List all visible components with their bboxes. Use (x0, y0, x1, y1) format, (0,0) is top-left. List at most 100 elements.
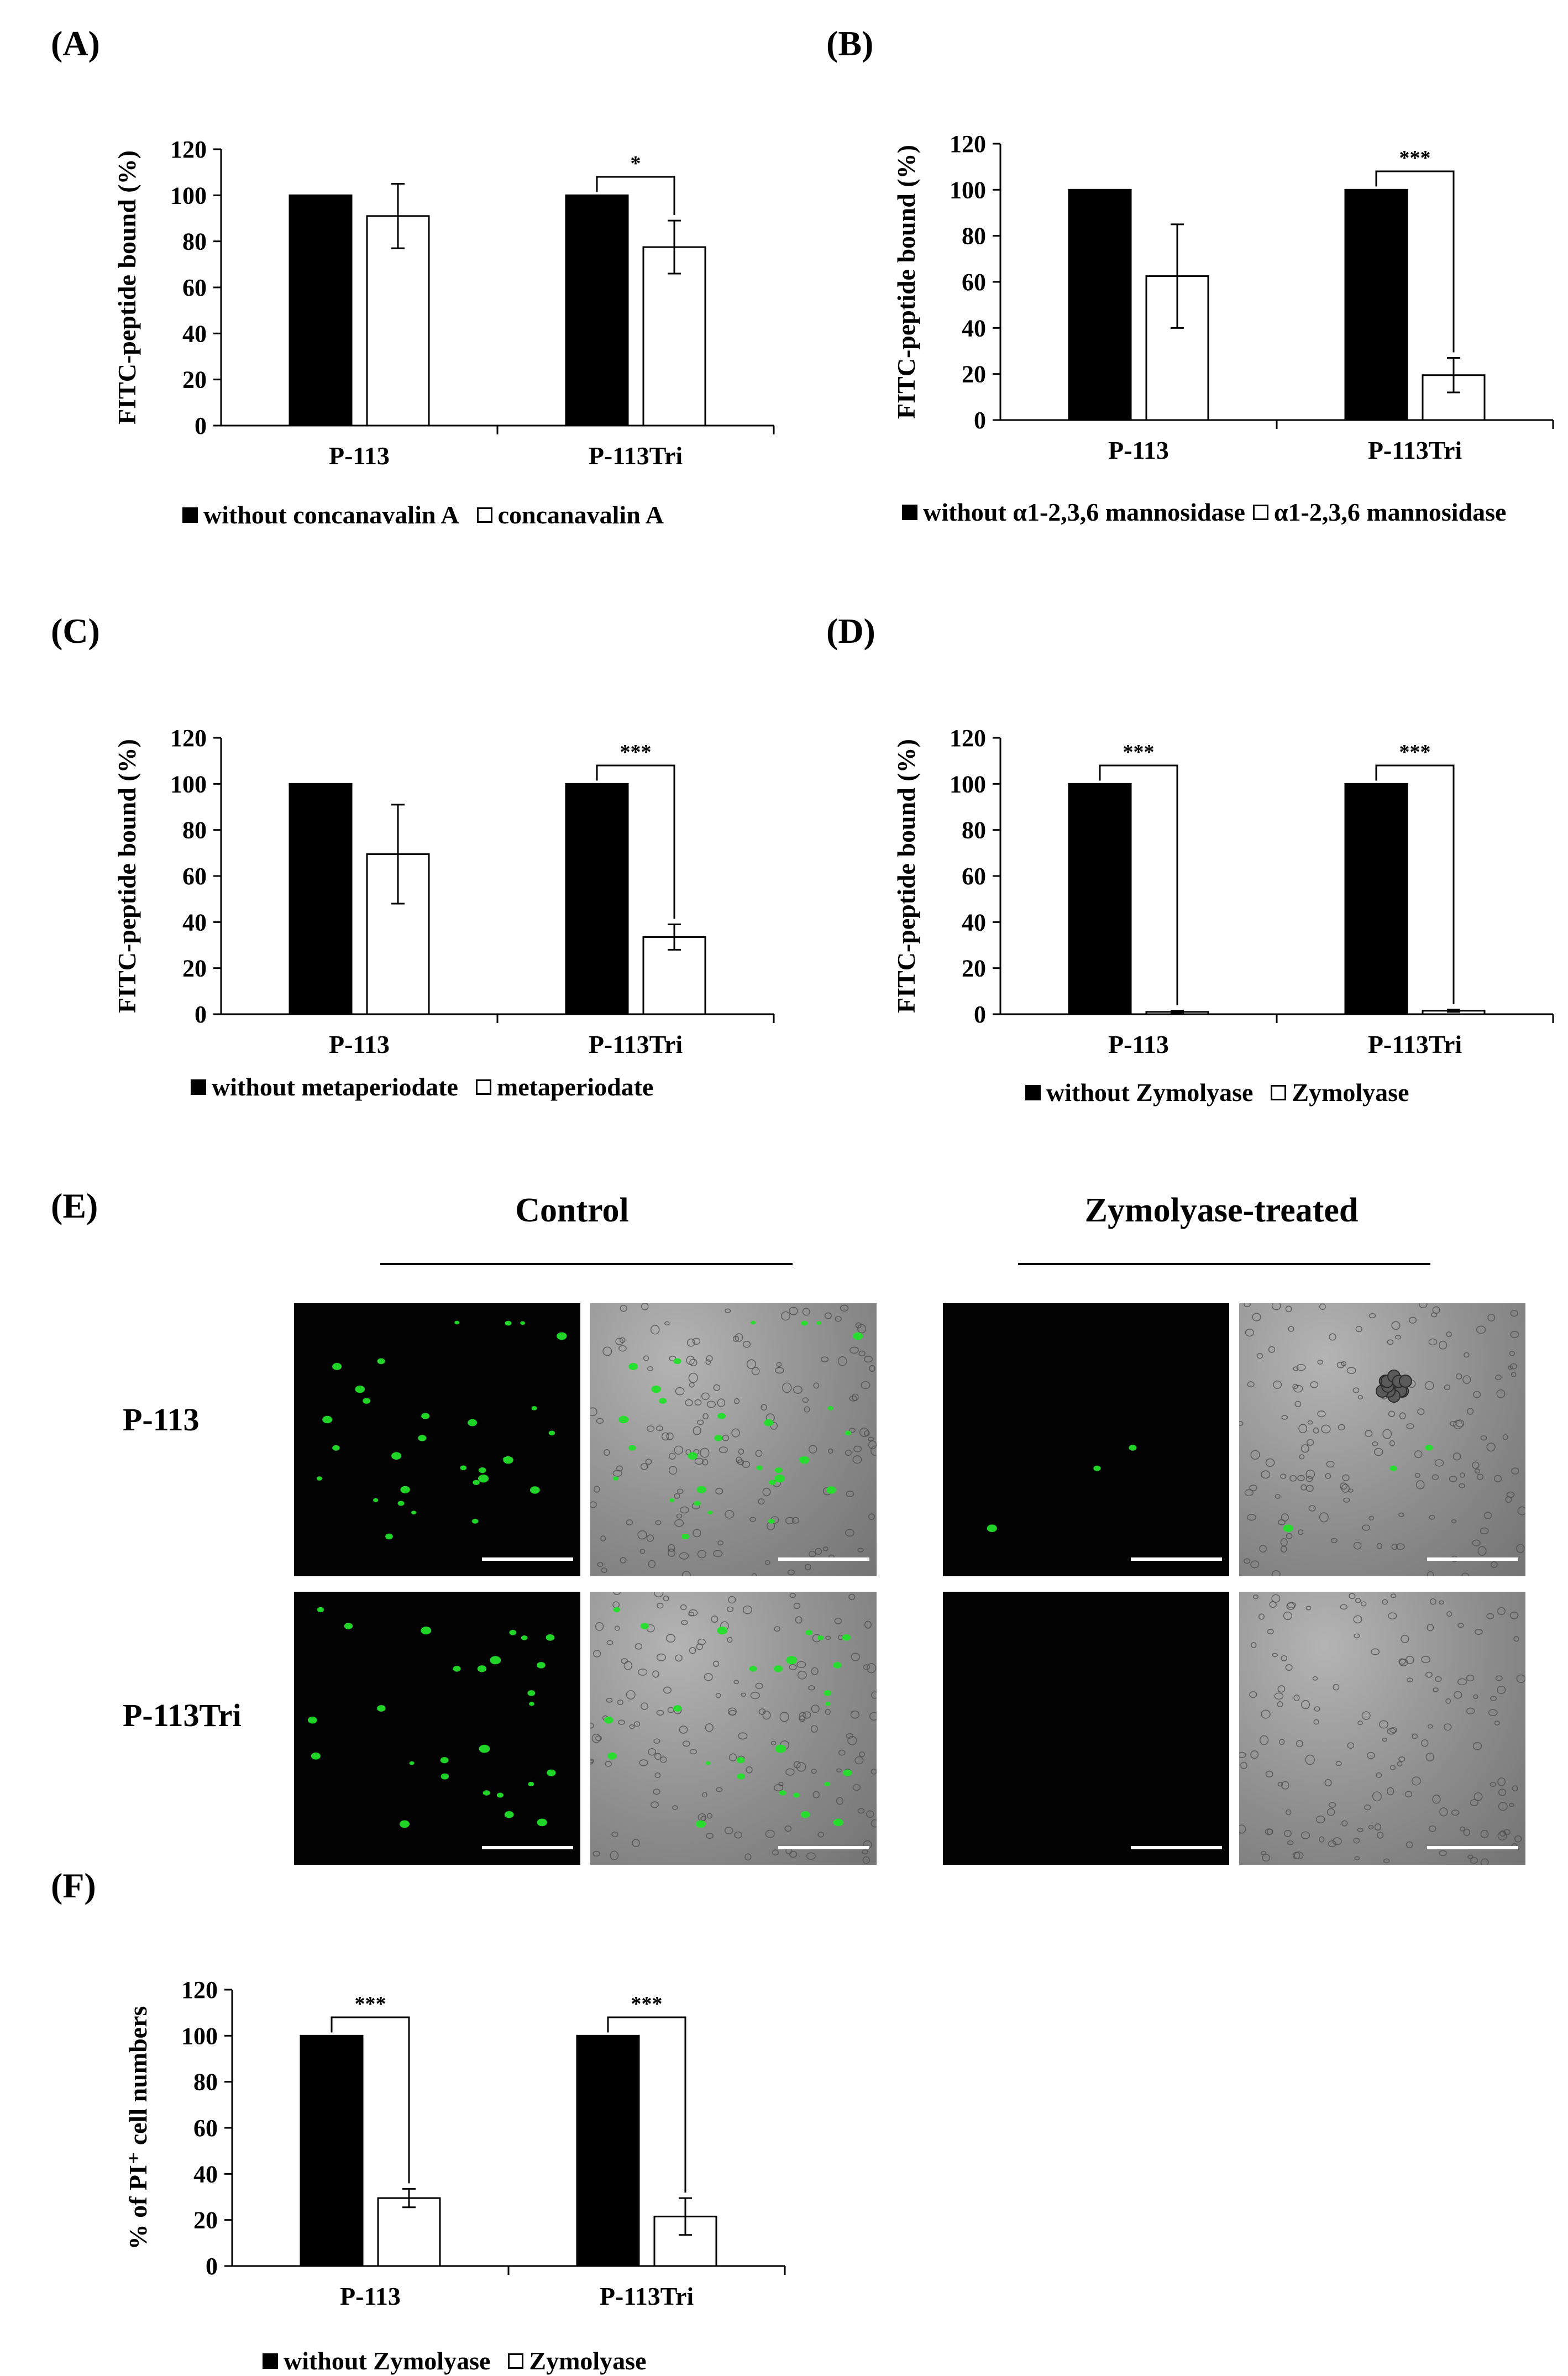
fluorescent-cell (478, 1475, 489, 1483)
yeast-cell (590, 1722, 595, 1729)
yeast-cell (1439, 1850, 1447, 1856)
yeast-cell (1451, 1519, 1457, 1524)
fluorescent-cell (826, 1486, 836, 1494)
yeast-cell (1414, 1450, 1423, 1459)
yeast-cell (738, 1732, 748, 1740)
yeast-cell (1265, 1770, 1273, 1778)
x-tick-label: P-113 (1108, 1030, 1169, 1058)
yeast-cell (1429, 1598, 1436, 1605)
fluorescent-cell (1093, 1465, 1101, 1471)
yeast-cell (620, 1557, 627, 1564)
yeast-cell (1249, 1691, 1257, 1698)
yeast-cell (1287, 1602, 1296, 1608)
yeast-cell (742, 1340, 751, 1348)
yeast-cell (661, 1432, 669, 1441)
yeast-cell (1463, 1828, 1471, 1836)
significance-bracket (331, 2016, 410, 2184)
yeast-cell (597, 1562, 604, 1567)
x-tick-label: P-113 (340, 2282, 401, 2310)
yeast-cell (1353, 1615, 1362, 1624)
yeast-cell (866, 1663, 877, 1674)
yeast-cell (1497, 1686, 1506, 1695)
fluorescent-cell (385, 1533, 393, 1540)
yeast-cell (1273, 1380, 1282, 1389)
legend-label: Zymolyase (529, 2347, 647, 2375)
yeast-cell (657, 1602, 664, 1609)
yeast-cell (1306, 1476, 1313, 1482)
yeast-cell (595, 1735, 602, 1742)
fluorescent-cell (377, 1358, 385, 1365)
yeast-cell (741, 1692, 746, 1697)
yeast-cell (1265, 1828, 1273, 1835)
yeast-cell (698, 1638, 706, 1645)
legend-item-black: without Zymolyase (263, 2346, 490, 2375)
yeast-cell (1343, 1497, 1350, 1503)
fluorescent-cell (537, 1662, 546, 1669)
yeast-cell (758, 1708, 766, 1715)
fluorescent-cell (694, 1501, 701, 1506)
yeast-cell (1272, 1653, 1278, 1658)
y-tick-label: 100 (170, 182, 207, 209)
header-zymolyase-treated: Zymolyase-treated (1084, 1192, 1359, 1229)
yeast-cell (700, 1447, 710, 1458)
legend-a: without concanavalin A concanavalin A (182, 500, 664, 529)
yeast-cell (1317, 1360, 1324, 1365)
yeast-cell (1498, 1788, 1507, 1796)
yeast-cell (704, 1673, 713, 1681)
yeast-cell (1372, 1791, 1382, 1802)
x-tick-label: P-113 (329, 1030, 390, 1058)
bar-treated (366, 215, 430, 427)
yeast-cell (1244, 1303, 1251, 1308)
yeast-cell (674, 1445, 684, 1455)
yeast-cell (1239, 1751, 1246, 1758)
yeast-cell (1346, 1367, 1356, 1375)
yeast-cell (1333, 1683, 1340, 1691)
x-tick-label: P-113Tri (589, 442, 683, 470)
yeast-cell (1466, 1707, 1475, 1714)
legend-c: without metaperiodate metaperiodate (191, 1072, 653, 1102)
legend-item-black: without α1-2,3,6 mannosidase (902, 497, 1245, 527)
fluorescent-cell (696, 1486, 706, 1493)
yeast-cell (1305, 1485, 1314, 1492)
yeast-cell (785, 1517, 795, 1524)
yeast-cell (799, 1715, 806, 1722)
yeast-cell (863, 1664, 870, 1670)
yeast-cell (1360, 1601, 1367, 1607)
yeast-cell (1296, 1740, 1303, 1748)
fluorescent-cell (800, 1811, 810, 1818)
scale-bar (778, 1557, 869, 1561)
yeast-cell (1287, 1840, 1294, 1845)
yeast-cell (857, 1808, 865, 1814)
yeast-cell (1486, 1613, 1494, 1619)
yeast-cell (663, 1686, 672, 1694)
fluorescent-cell (651, 1385, 662, 1393)
yeast-cell (1516, 1674, 1525, 1683)
yeast-cell (1374, 1823, 1382, 1831)
fluorescent-cell (764, 1419, 774, 1426)
legend-swatch-black (902, 504, 917, 520)
yeast-cell (1398, 1658, 1406, 1665)
yeast-cell (852, 1455, 862, 1464)
legend-label: Zymolyase (1292, 1078, 1409, 1106)
yeast-cell (592, 1850, 601, 1857)
yeast-cell (1388, 1410, 1396, 1417)
fluorescent-cell (775, 1744, 786, 1753)
panel-label-d: (D) (826, 611, 875, 651)
yeast-cell (785, 1768, 795, 1776)
yeast-cell (822, 1546, 828, 1551)
legend-item-black: without metaperiodate (191, 1072, 458, 1102)
yeast-cell (1376, 1772, 1382, 1779)
yeast-cell (1371, 1648, 1380, 1655)
yeast-cell (1368, 1515, 1375, 1521)
yeast-cell (728, 1596, 736, 1604)
yeast-cell (601, 1567, 607, 1573)
yeast-cell (859, 1751, 865, 1758)
yeast-cell (1286, 1809, 1292, 1816)
yeast-cell (732, 1335, 740, 1342)
yeast-cell (850, 1710, 860, 1719)
yeast-cell (765, 1829, 775, 1838)
yeast-cell (1368, 1824, 1374, 1830)
brightfield-field (590, 1303, 877, 1576)
yeast-cell (1383, 1858, 1390, 1864)
fluorescent-cell (773, 1665, 783, 1672)
